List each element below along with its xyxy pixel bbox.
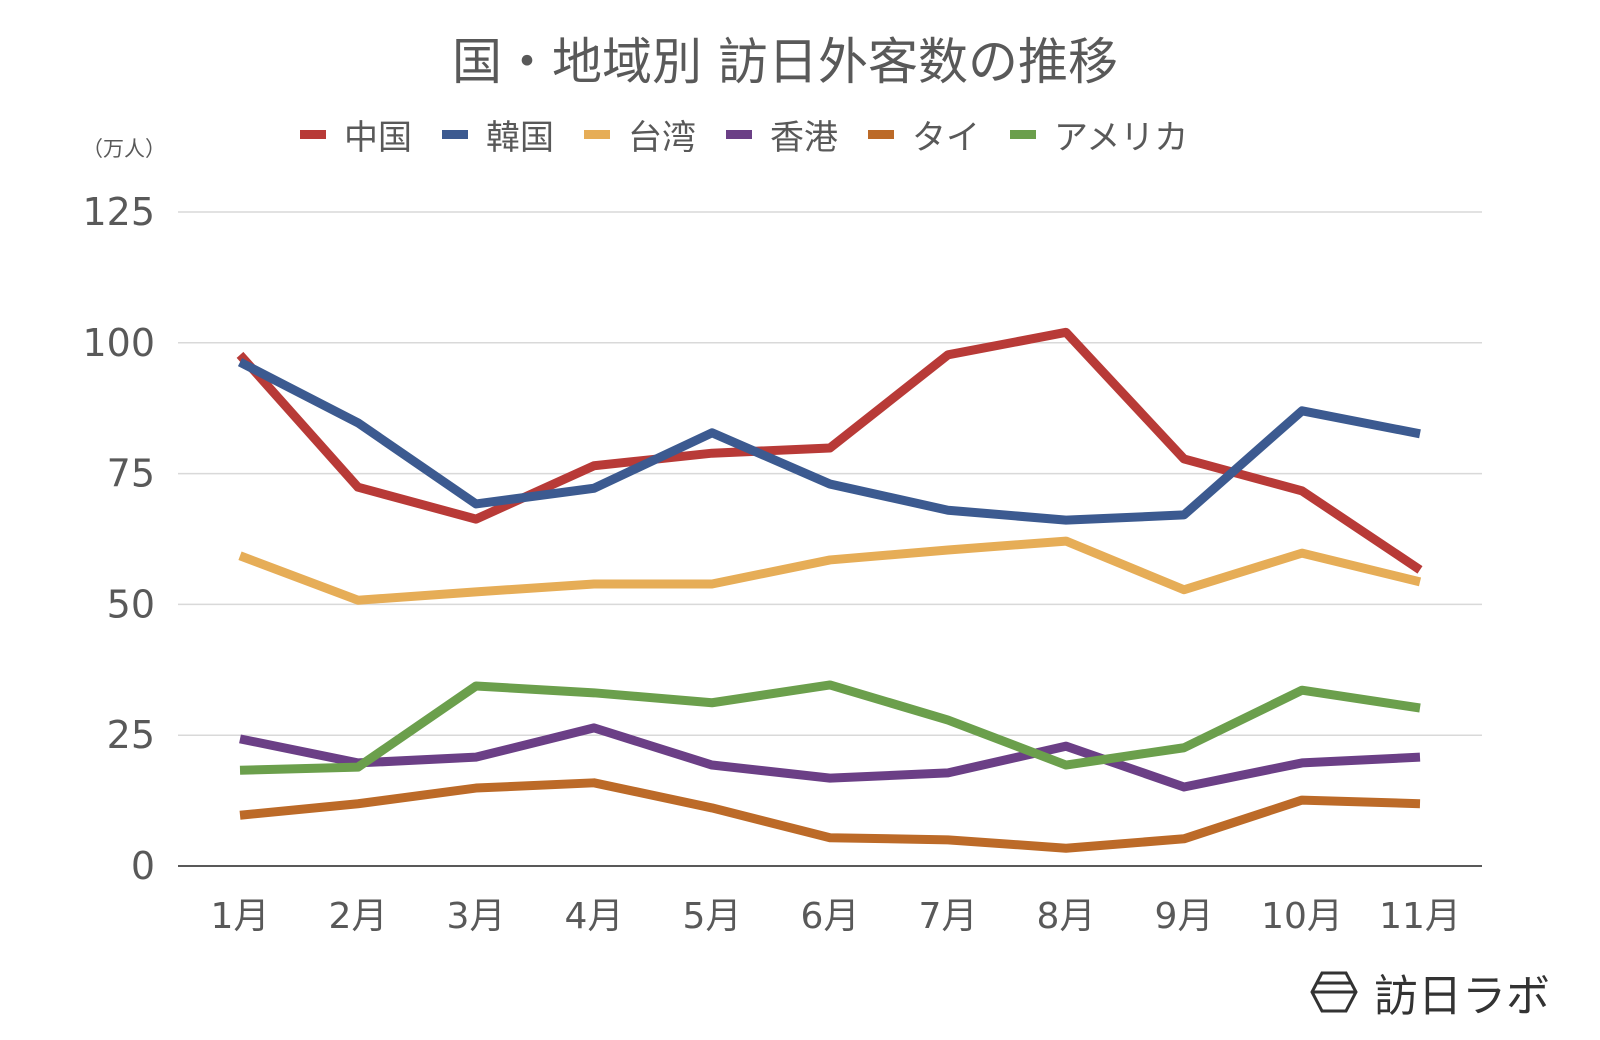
legend-item: 台湾 [584,110,696,159]
legend-item: 韓国 [442,110,554,159]
y-tick-label: 50 [107,582,155,626]
y-axis-unit: （万人） [82,137,166,161]
x-tick-label: 2月 [329,896,388,937]
x-tick-label: 7月 [919,896,978,937]
y-tick-label: 100 [82,321,155,365]
x-tick-label: 10月 [1261,896,1343,937]
legend-swatch [868,130,894,139]
logo: 訪日ラボ [1310,960,1550,1024]
legend-swatch [1010,130,1036,139]
logo-text: 訪日ラボ [1374,971,1550,1022]
legend-label: 韓国 [486,118,554,158]
series-line-韓国 [237,358,1421,525]
legend-label: タイ [912,118,980,158]
x-tick-label: 5月 [683,896,742,937]
legend-swatch [442,130,468,139]
legend-item: 香港 [726,110,838,159]
x-tick-label: 11月 [1379,896,1461,937]
x-tick-label: 1月 [211,896,270,937]
legend-swatch [584,130,610,139]
legend: 中国 韓国 台湾 香港 タイ アメリカ [300,110,1188,159]
y-tick-label: 125 [82,190,155,234]
legend-swatch [300,130,326,139]
legend-label: アメリカ [1054,118,1189,158]
x-tick-label: 4月 [565,896,624,937]
x-tick-label: 9月 [1155,896,1214,937]
y-tick-label: 25 [107,713,155,757]
x-tick-label: 6月 [801,896,860,937]
logo-icon [1310,971,1358,1013]
x-tick-label: 8月 [1037,896,1096,937]
series-line-台湾 [238,536,1422,605]
series-line-中国 [236,327,1423,574]
series-line-タイ [239,778,1421,853]
y-tick-label: 75 [107,452,155,496]
legend-item: タイ [868,110,980,159]
legend-label: 香港 [770,118,838,158]
chart-title: 国・地域別 訪日外客数の推移 [452,33,1118,91]
legend-label: 台湾 [628,118,696,158]
legend-item: 中国 [300,110,412,159]
series-line-香港 [239,723,1421,792]
y-tick-label: 0 [131,844,155,888]
legend-label: 中国 [344,118,412,158]
legend-swatch [726,130,752,139]
x-tick-label: 3月 [447,896,506,937]
legend-item: アメリカ [1010,110,1188,159]
series-line-アメリカ [239,680,1421,775]
